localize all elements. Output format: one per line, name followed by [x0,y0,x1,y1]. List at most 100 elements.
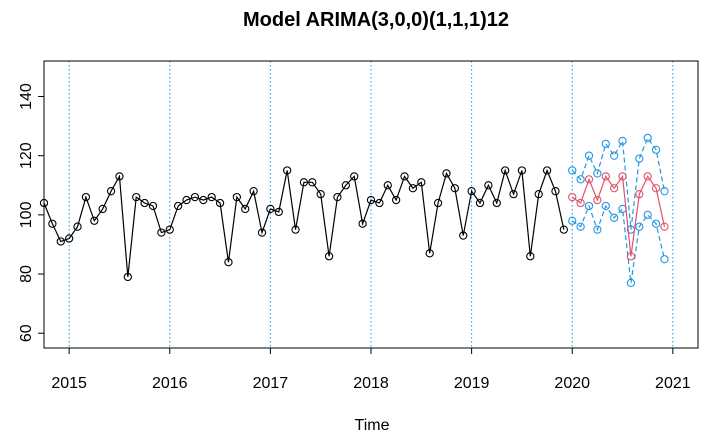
series-observed-0-point-48 [442,169,451,178]
series-forecast-1-point-6 [618,172,627,181]
series-observed-0-point-25 [249,187,258,196]
series-observed-0-point-34 [324,252,334,261]
x-tick-label-2018: 2018 [353,375,389,392]
series-interval-2-point-3 [593,169,602,178]
series-observed-0-point-26 [257,228,267,237]
series-observed-0-point-37 [350,172,359,181]
series-observed-0-point-42 [392,195,401,205]
series-observed-0-point-3 [65,234,74,243]
series-interval-3-point-2 [584,201,594,211]
series-interval-3-point-1 [576,222,585,231]
series-observed-0-point-55 [501,166,510,175]
series-forecast-1-point-4 [601,172,610,181]
series-observed-0-point-46 [425,249,434,258]
series-observed-0-point-4 [73,222,82,231]
series-observed-0-point-20 [207,192,216,202]
series-interval-3-point-9 [643,210,652,220]
series-forecast-1-point-5 [610,184,619,193]
series-observed-0-point-15 [165,225,174,234]
series-observed-0-point-5 [81,192,91,202]
series-observed-0-point-2 [56,237,65,246]
series-observed-0-point-32 [308,178,317,187]
series-interval-2-line [571,136,666,230]
series-observed-0-point-43 [400,172,409,181]
y-tick-label-80: 80 [18,265,35,283]
series-observed-0-point-35 [333,192,342,202]
series-interval-2-point-9 [643,133,652,143]
series-observed-0-point-36 [341,181,350,190]
series-forecast-1-point-8 [635,189,644,199]
series-observed-0-point-23 [232,192,241,202]
series-observed-0-point-10 [123,272,132,282]
series-observed-0-point-52 [475,198,485,208]
series-forecast-1-line [571,174,666,257]
series-observed-0-point-6 [90,216,99,225]
x-axis: 2015 2016 2017 2018 2019 2020 2021 [51,348,691,392]
series-interval-2-point-0 [568,166,577,175]
y-axis: 60 80 100 120 140 [18,83,45,342]
series-observed-0-point-11 [132,192,141,202]
series-interval-3-point-10 [651,219,661,228]
y-tick-label-120: 120 [18,142,35,169]
series-interval-3-point-3 [593,225,602,234]
series-observed-0-point-17 [182,195,191,205]
y-tick-label-100: 100 [18,201,35,228]
series-observed-0-point-27 [266,204,275,214]
series-observed-0-point-47 [433,198,443,208]
series-observed-0-point-57 [517,166,527,175]
series-interval-3-point-4 [601,201,610,211]
series-interval-3-point-8 [635,222,644,231]
series-interval-2-point-8 [635,154,644,163]
series-observed-0-point-58 [526,252,535,261]
series-interval-2-point-11 [660,187,669,196]
series-observed-0-point-28 [274,207,283,217]
series-interval-2-point-5 [610,151,619,160]
x-tick-label-2020: 2020 [554,375,590,392]
series-interval-2-point-4 [601,139,610,148]
series-forecast-1-point-1 [576,198,585,208]
series-forecast-1-point-7 [626,252,636,261]
series-observed-0-point-24 [241,204,250,214]
x-axis-label: Time [355,417,390,434]
x-tick-label-2019: 2019 [454,375,490,392]
series-observed-0-point-30 [291,225,300,234]
plot-box [43,60,699,349]
series-observed-0-point-38 [358,219,367,228]
series-observed-0-point-54 [492,198,501,208]
series-layer [39,133,669,288]
series-interval-2-point-10 [651,145,661,154]
y-tick-label-60: 60 [18,324,35,342]
series-forecast-1-point-2 [584,175,594,184]
series-forecast-1-point-3 [593,195,602,205]
series-observed-0-point-51 [467,187,476,196]
series-forecast-1-point-0 [568,192,577,202]
series-forecast-1-point-11 [660,222,669,231]
series-observed-0-point-29 [283,166,292,175]
series-interval-3-point-7 [626,278,636,288]
series-forecast-1-point-10 [651,184,661,193]
series-observed-0-point-21 [215,198,225,208]
series-observed-0-point-53 [484,181,493,190]
series-observed-0-point-61 [551,187,560,196]
series-forecast-1-point-9 [643,172,652,181]
series-observed-0-point-12 [140,198,149,208]
series-interval-3-point-0 [568,216,577,225]
series-observed-0-point-41 [383,181,392,190]
series-interval-2-point-2 [584,151,594,160]
series-observed-0-point-16 [174,201,183,211]
series-observed-0-point-7 [98,204,107,214]
series-interval-3-point-5 [610,213,619,222]
series-interval-2-point-6 [618,136,627,146]
series-observed-0-point-62 [559,225,568,234]
x-tick-label-2021: 2021 [655,375,691,392]
series-observed-0-point-40 [375,198,384,208]
series-observed-0-point-14 [157,228,166,237]
chart-title: Model ARIMA(3,0,0)(1,1,1)12 [243,9,509,31]
series-observed-0-point-33 [316,189,325,199]
series-observed-0-point-60 [542,166,552,175]
series-observed-0-point-59 [534,189,543,199]
series-interval-3-point-11 [660,255,669,264]
y-tick-label-140: 140 [18,83,35,110]
vertical-guides [68,61,674,348]
